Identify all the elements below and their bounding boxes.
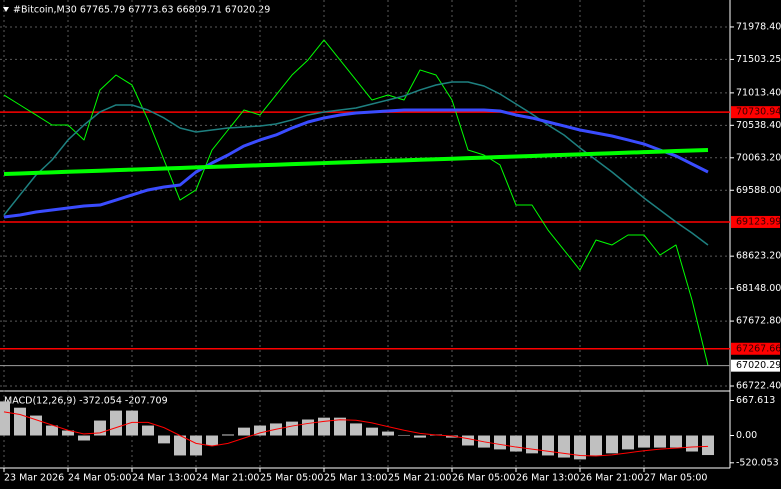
histogram-bar: [78, 435, 90, 441]
histogram-bar: [142, 425, 154, 436]
x-tick-label: 23 Mar 2026: [4, 473, 64, 484]
histogram-bar: [510, 435, 522, 452]
y-tick-label: 67672.80: [736, 316, 781, 327]
level-label-box: [731, 106, 780, 119]
last-price-label: 67020.29: [736, 360, 781, 371]
histogram-bar: [446, 435, 458, 438]
y-tick-label: -520.053: [736, 457, 779, 468]
histogram-bar: [174, 435, 186, 456]
histogram-bar: [558, 435, 570, 458]
y-tick-label: 0.00: [736, 430, 757, 441]
last-price-box: [731, 359, 780, 372]
x-tick-label: 26 Mar 05:00: [452, 473, 515, 484]
y-tick-label: 71978.40: [736, 21, 781, 32]
y-tick-label: 71503.25: [736, 54, 781, 65]
macd-title: MACD(12,26,9) -372.054 -207.709: [4, 396, 168, 407]
histogram-bar: [46, 425, 58, 436]
histogram-bar: [238, 427, 250, 436]
histogram-bar: [350, 423, 362, 436]
histogram-bar: [158, 435, 170, 444]
y-tick-label: 66722.40: [736, 381, 781, 392]
histogram-bar: [670, 435, 682, 448]
y-tick-label: 70538.40: [736, 120, 781, 131]
x-tick-label: 25 Mar 13:00: [324, 473, 387, 484]
y-tick-label: 70063.20: [736, 152, 781, 163]
histogram-bar: [318, 417, 330, 436]
histogram-bar: [382, 431, 394, 436]
histogram-bar: [542, 435, 554, 456]
histogram-bar: [62, 430, 74, 436]
histogram-bar: [686, 435, 698, 452]
histogram-bar: [366, 427, 378, 436]
histogram-bar: [494, 435, 506, 450]
x-tick-label: 25 Mar 05:00: [260, 473, 323, 484]
histogram-bar: [334, 417, 346, 436]
price-line: [3, 147, 709, 176]
x-tick-label: 27 Mar 05:00: [644, 473, 707, 484]
histogram-bar: [606, 435, 618, 454]
y-tick-label: 71013.40: [736, 87, 781, 98]
level-label: 69123.99: [736, 216, 781, 227]
histogram-bar: [14, 407, 26, 436]
chart-title: #Bitcoin,M30 67765.79 67773.63 66809.71 …: [13, 5, 270, 16]
histogram-bar: [654, 435, 666, 448]
level-label: 67267.66: [736, 343, 781, 354]
level-label: 70730.94: [736, 107, 781, 118]
signal-line: [3, 411, 709, 457]
y-tick-label: 68623.20: [736, 251, 781, 262]
histogram-bar: [222, 434, 234, 436]
x-tick-label: 25 Mar 21:00: [388, 473, 451, 484]
histogram-bar: [398, 434, 410, 436]
menu-icon: [3, 7, 9, 12]
histogram-bar: [190, 435, 202, 456]
histogram-bar: [286, 421, 298, 436]
price-line: [3, 108, 709, 219]
histogram-bar: [414, 435, 426, 438]
histogram-bar: [702, 435, 714, 456]
histogram-bar: [590, 435, 602, 456]
histogram-bar: [622, 435, 634, 450]
histogram-bar: [302, 419, 314, 436]
price-line: [3, 39, 709, 366]
histogram-bar: [638, 435, 650, 448]
x-tick-label: 24 Mar 21:00: [196, 473, 259, 484]
y-tick-label: 69588.00: [736, 185, 781, 196]
x-tick-label: 24 Mar 05:00: [68, 473, 131, 484]
histogram-bar: [254, 425, 266, 436]
histogram-bar: [462, 435, 474, 446]
histogram-bar: [206, 435, 218, 446]
x-tick-label: 24 Mar 13:00: [132, 473, 195, 484]
y-tick-label: 68148.00: [736, 283, 781, 294]
x-tick-label: 26 Mar 21:00: [580, 473, 643, 484]
y-tick-label: 667.613: [736, 395, 775, 406]
histogram-bar: [126, 410, 138, 436]
histogram-bar: [574, 435, 586, 460]
histogram-bar: [526, 435, 538, 454]
histogram-bar: [0, 401, 10, 436]
histogram-bar: [110, 410, 122, 436]
level-label-box: [731, 342, 780, 355]
level-label-box: [731, 215, 780, 228]
price-line: [3, 81, 709, 246]
x-tick-label: 26 Mar 13:00: [516, 473, 579, 484]
